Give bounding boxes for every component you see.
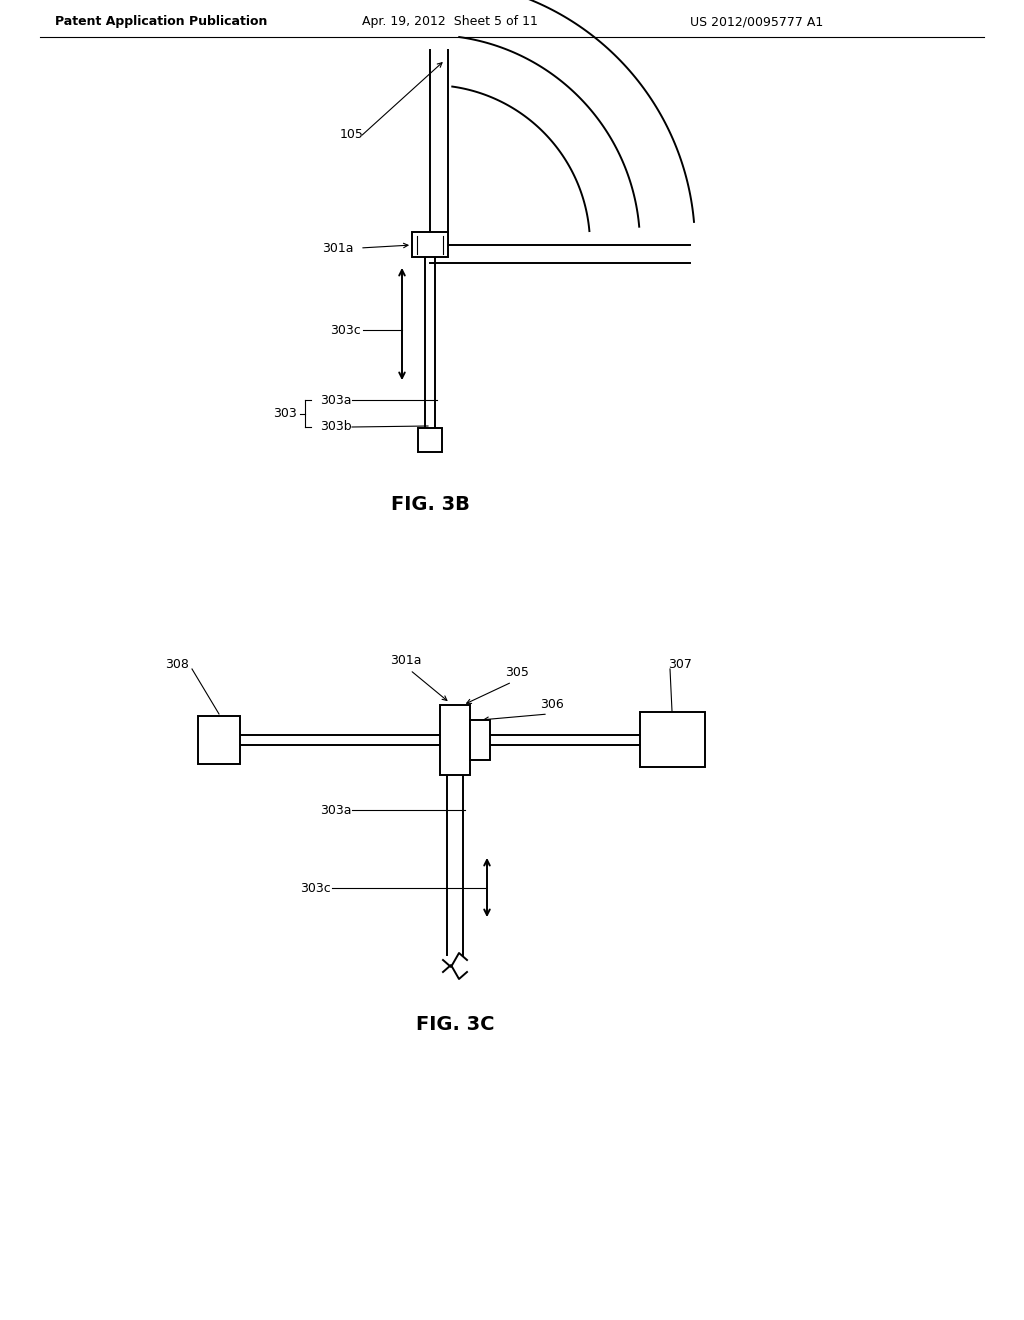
Text: 303a: 303a — [319, 804, 351, 817]
Text: 305: 305 — [505, 665, 528, 678]
Text: 307: 307 — [668, 659, 692, 672]
Text: 303b: 303b — [319, 421, 351, 433]
Text: 303c: 303c — [330, 323, 360, 337]
Text: 308: 308 — [165, 659, 188, 672]
Text: 303a: 303a — [319, 393, 351, 407]
Bar — [640, 711, 705, 767]
Text: US 2012/0095777 A1: US 2012/0095777 A1 — [690, 16, 823, 29]
Text: 306: 306 — [540, 698, 564, 711]
Text: Patent Application Publication: Patent Application Publication — [55, 16, 267, 29]
Text: 301a: 301a — [322, 242, 353, 255]
Bar — [198, 715, 240, 764]
Text: 301a: 301a — [390, 653, 422, 667]
Text: Apr. 19, 2012  Sheet 5 of 11: Apr. 19, 2012 Sheet 5 of 11 — [362, 16, 538, 29]
Text: 303c: 303c — [300, 882, 331, 895]
Bar — [412, 232, 449, 257]
Text: FIG. 3C: FIG. 3C — [416, 1015, 495, 1035]
Bar — [418, 428, 442, 451]
Text: 105: 105 — [340, 128, 364, 141]
Text: FIG. 3B: FIG. 3B — [390, 495, 469, 515]
Bar — [440, 705, 470, 775]
Bar — [470, 719, 490, 760]
Text: 303: 303 — [273, 407, 297, 420]
